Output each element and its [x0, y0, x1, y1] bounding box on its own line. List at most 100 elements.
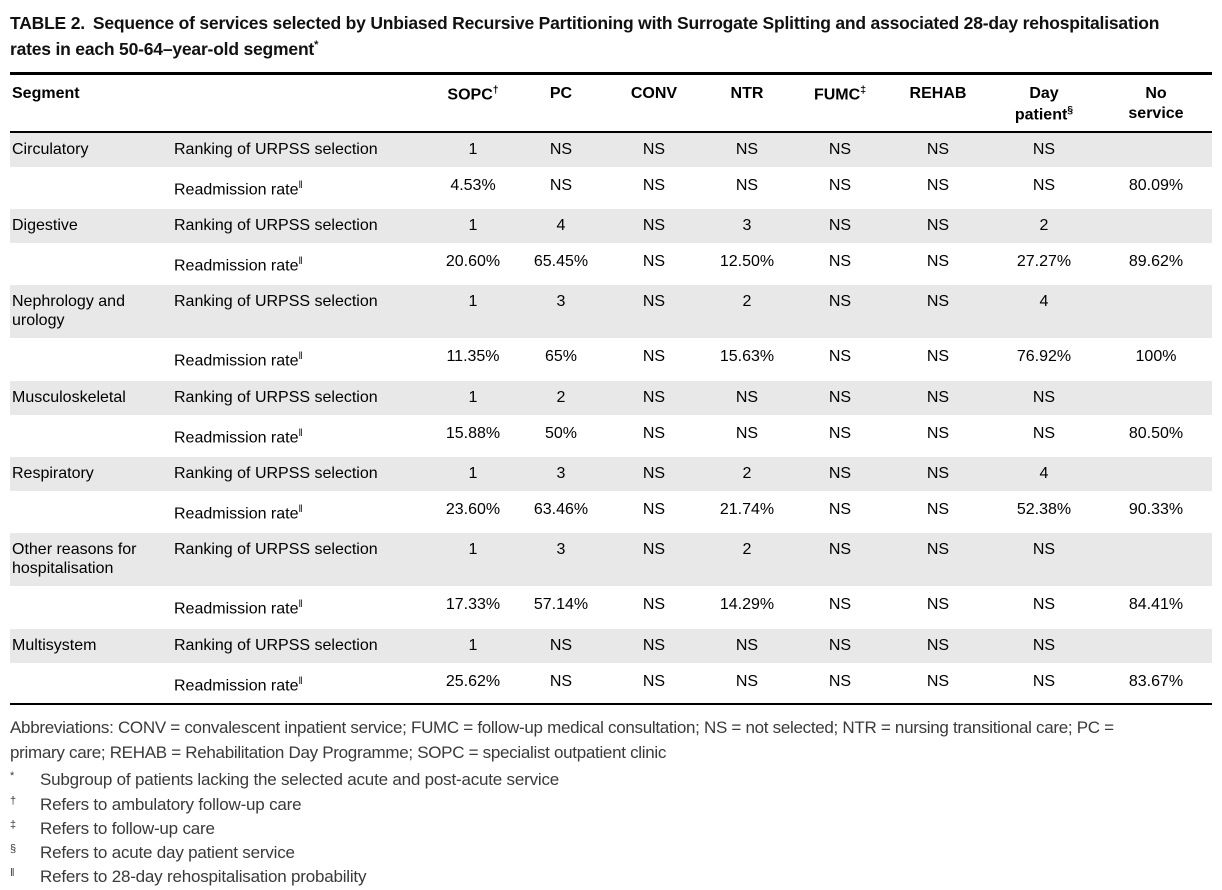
segment-name-empty — [10, 492, 172, 532]
column-header-ntr: NTR — [702, 73, 792, 133]
cell-fumc: NS — [792, 378, 888, 417]
cell-conv: NS — [642, 501, 666, 519]
cell-rehab: NS — [888, 378, 988, 417]
cell-no-service: 80.50% — [1128, 424, 1184, 442]
cell-pc: NS — [549, 672, 573, 690]
cell-conv: NS — [642, 672, 666, 690]
cell-pc: 4 — [516, 207, 606, 246]
cell-sopc: 11.35% — [446, 348, 500, 366]
cell-ntr: NS — [735, 672, 759, 690]
column-header-segment: Segment — [10, 73, 172, 133]
cell-pc: 3 — [516, 531, 606, 589]
abbreviations-note: Abbreviations: CONV = convalescent inpat… — [10, 718, 1114, 762]
column-header-no-service: No service — [1100, 73, 1212, 133]
cell-ntr: NS — [702, 130, 792, 169]
table-title-text: Sequence of services selected by Unbiase… — [10, 13, 1160, 60]
row-label-readmission: Readmission rate‖ — [174, 599, 303, 618]
table-row-respiratory-ranking: Respiratory Ranking of URPSS selection 1… — [10, 455, 1212, 494]
footnote-symbol: * — [10, 770, 15, 783]
cell-day-patient: 4 — [988, 283, 1100, 341]
cell-pc: NS — [516, 626, 606, 665]
cell-ntr: 14.29% — [719, 596, 775, 614]
cell-conv: NS — [642, 596, 666, 614]
segment-name: Other reasons for hospitalisation — [10, 531, 172, 589]
footnote-text: Refers to ambulatory follow-up care — [40, 794, 302, 814]
cell-sopc: 20.60% — [445, 253, 501, 271]
cell-pc: 65.45% — [533, 253, 589, 271]
cell-conv: NS — [642, 253, 666, 271]
row-label-ranking: Ranking of URPSS selection — [172, 531, 430, 589]
cell-pc: 65% — [544, 348, 578, 366]
cell-rehab: NS — [888, 130, 988, 169]
cell-ntr: 3 — [702, 207, 792, 246]
table-row-respiratory-readmission: Readmission rate‖ 23.60% 63.46% NS 21.74… — [10, 492, 1212, 532]
cell-pc: 2 — [516, 378, 606, 417]
cell-day-patient: 27.27% — [1016, 253, 1072, 271]
cell-rehab: NS — [888, 626, 988, 665]
cell-no-service: 89.62% — [1128, 253, 1184, 271]
cell-fumc: NS — [828, 253, 852, 271]
segment-name-empty — [10, 244, 172, 284]
row-label-ranking: Ranking of URPSS selection — [172, 626, 430, 665]
segment-name: Multisystem — [10, 626, 172, 665]
cell-ntr: 2 — [702, 531, 792, 589]
title-footnote-marker: * — [314, 39, 319, 52]
cell-no-service: 80.09% — [1128, 176, 1184, 194]
cell-rehab: NS — [926, 424, 950, 442]
cell-conv: NS — [642, 424, 666, 442]
table-row-other-reasons-readmission: Readmission rate‖ 17.33% 57.14% NS 14.29… — [10, 587, 1212, 627]
cell-rehab: NS — [926, 672, 950, 690]
results-table: Segment SOPC† PC CONV NTR FUMC‡ REHAB Da… — [10, 71, 1212, 706]
segment-name-empty — [10, 664, 172, 704]
cell-day-patient: NS — [1032, 672, 1056, 690]
footnote-text: Refers to 28-day rehospitalisation proba… — [40, 866, 367, 886]
cell-fumc: NS — [792, 283, 888, 341]
cell-pc: 3 — [516, 455, 606, 494]
segment-name-empty — [10, 339, 172, 379]
column-header-day-patient: Day patient§ — [988, 73, 1100, 133]
cell-sopc: 17.33% — [445, 596, 501, 614]
cell-no-service — [1100, 283, 1212, 341]
cell-sopc: 23.60% — [445, 501, 501, 519]
row-label-readmission: Readmission rate‖ — [174, 504, 303, 523]
footnote-symbol: § — [10, 842, 16, 855]
table-row-nephrology-readmission: Readmission rate‖ 11.35% 65% NS 15.63% N… — [10, 339, 1212, 379]
footnote-asterisk: * Subgroup of patients lacking the selec… — [10, 768, 1212, 792]
cell-no-service: 100% — [1135, 348, 1177, 366]
cell-day-patient: NS — [1032, 176, 1056, 194]
cell-ntr: 2 — [702, 283, 792, 341]
row-label-readmission: Readmission rate‖ — [174, 427, 303, 447]
cell-conv: NS — [642, 348, 666, 366]
cell-conv: NS — [606, 207, 702, 246]
row-label-readmission: Readmission rate‖ — [174, 351, 303, 370]
cell-fumc: NS — [828, 176, 852, 194]
footnote-double-bar: ‖ Refers to 28-day rehospitalisation pro… — [10, 865, 1212, 889]
cell-rehab: NS — [926, 348, 950, 366]
cell-no-service — [1100, 531, 1212, 589]
cell-sopc: 1 — [430, 378, 516, 417]
table-row-other-reasons-ranking: Other reasons for hospitalisation Rankin… — [10, 531, 1212, 589]
column-header-pc: PC — [516, 73, 606, 133]
table-title: TABLE 2. Sequence of services selected by… — [10, 10, 1185, 63]
cell-sopc: 1 — [430, 626, 516, 665]
cell-pc: 63.46% — [533, 501, 589, 519]
cell-sopc: 1 — [430, 531, 516, 589]
cell-pc: 57.14% — [533, 596, 589, 614]
cell-fumc: NS — [792, 531, 888, 589]
row-label-readmission: Readmission rate‖ — [174, 256, 303, 275]
cell-fumc: NS — [792, 207, 888, 246]
cell-pc: 50% — [544, 424, 578, 442]
cell-sopc: 25.62% — [445, 672, 501, 690]
column-header-measure — [172, 73, 430, 133]
cell-day-patient: 4 — [988, 455, 1100, 494]
column-header-sopc: SOPC† — [430, 73, 516, 133]
cell-day-patient: NS — [988, 626, 1100, 665]
cell-ntr: 2 — [702, 455, 792, 494]
cell-ntr: NS — [735, 424, 759, 442]
row-label-ranking: Ranking of URPSS selection — [172, 455, 430, 494]
row-label-ranking: Ranking of URPSS selection — [172, 378, 430, 417]
footnote-text: Refers to acute day patient service — [40, 842, 295, 862]
header-row: Segment SOPC† PC CONV NTR FUMC‡ REHAB Da… — [10, 73, 1212, 133]
table-row-multisystem-ranking: Multisystem Ranking of URPSS selection 1… — [10, 626, 1212, 665]
segment-name-empty — [10, 168, 172, 208]
